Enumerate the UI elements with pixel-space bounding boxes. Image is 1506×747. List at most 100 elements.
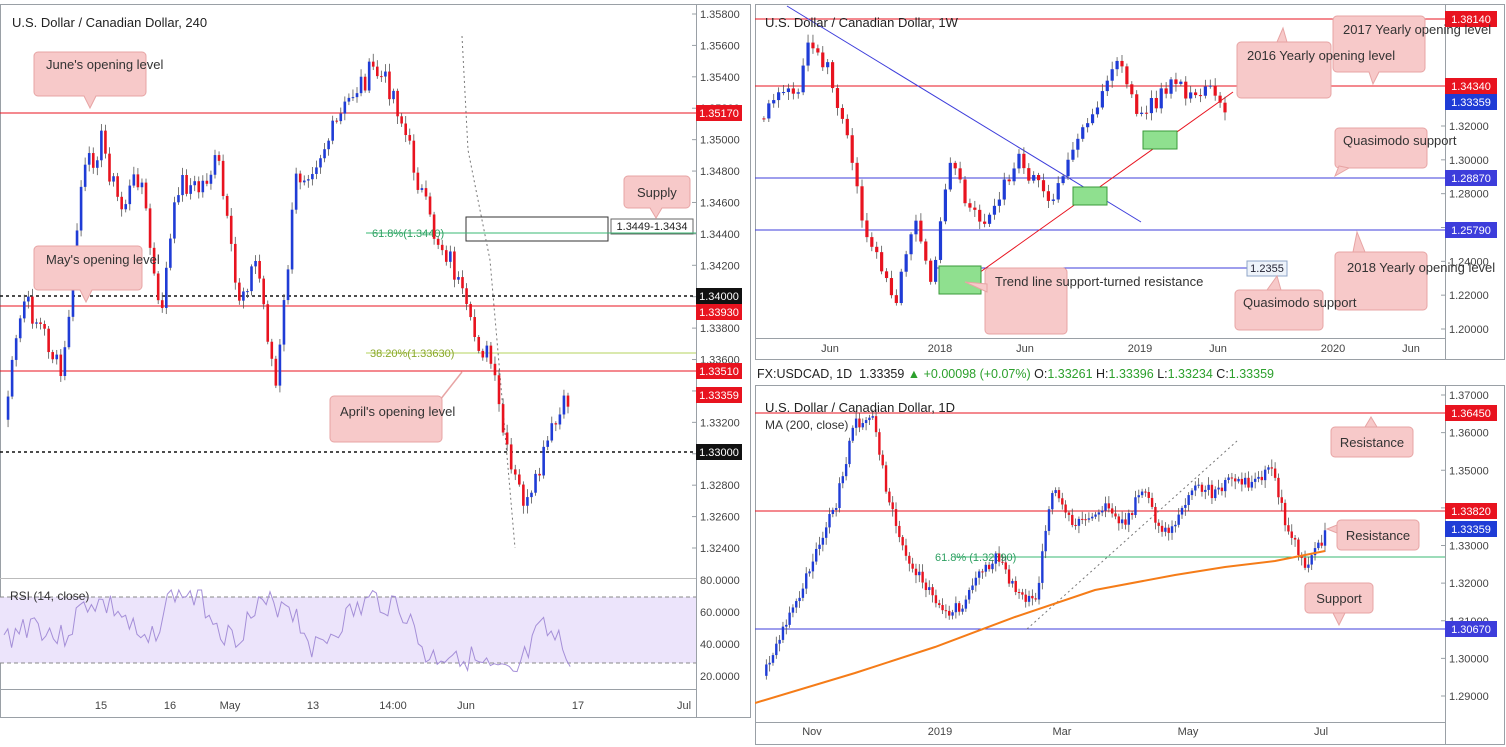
tag-1-38140: 1.38140 <box>1451 14 1491 26</box>
daily-candle-body <box>1064 504 1067 513</box>
h4-candle-body <box>59 354 63 377</box>
h4-candle-body <box>347 97 351 102</box>
h4-candle-body <box>120 196 123 210</box>
h4-candle-body <box>290 209 294 270</box>
h4-candle-body <box>181 175 184 196</box>
h4-price-tick-label: 1.35000 <box>700 135 740 147</box>
h4-time-tick-label: Jun <box>457 700 475 712</box>
daily-candle-body <box>1207 484 1210 490</box>
weekly-candle-body <box>1203 86 1207 96</box>
daily-candle-body <box>1287 525 1290 532</box>
daily-candle-body <box>1257 476 1260 479</box>
svg-text:April's opening level: April's opening level <box>340 404 455 419</box>
tag-1-28870: 1.28870 <box>1451 173 1491 185</box>
daily-candle-body <box>1270 467 1273 469</box>
h4-candle-body <box>562 395 566 415</box>
quasimodo-lower-tag <box>1246 260 1288 277</box>
daily-candle-body <box>1054 490 1057 494</box>
weekly-candle-body <box>929 260 933 282</box>
weekly-candle-body <box>772 100 776 104</box>
h4-time-tick-label: 15 <box>95 700 107 712</box>
h4-candle-body <box>522 484 525 506</box>
h4-price-tick-label: 1.34800 <box>700 166 740 178</box>
daily-candle-body <box>1091 516 1094 519</box>
daily-candle-body <box>801 588 805 598</box>
daily-candle-body <box>1197 484 1200 486</box>
weekly-candle-body <box>963 179 967 204</box>
daily-candle-body <box>974 577 978 586</box>
daily-candle-body <box>1074 524 1077 526</box>
daily-candle-body <box>1021 592 1024 595</box>
weekly-candle-body <box>933 259 938 282</box>
callout-trend-line: Trend line support-turned resistance <box>964 267 1203 335</box>
daily-candle-body <box>958 603 961 612</box>
h4-candle-body <box>213 155 217 175</box>
weekly-candle-body <box>1105 80 1109 92</box>
h4-candle-body <box>242 291 245 301</box>
daily-candle-body <box>775 643 778 656</box>
rsi-axis: 80.0000 60.0000 40.0000 20.0000 <box>700 575 740 683</box>
h4-candle-body <box>566 395 570 407</box>
weekly-candle-body <box>1174 79 1178 84</box>
daily-candle-body <box>1187 495 1190 505</box>
weekly-candle-body <box>1213 85 1217 96</box>
h4-candle-body <box>18 318 22 339</box>
weekly-candle-body <box>997 199 1001 206</box>
daily-candle-body <box>1250 481 1254 488</box>
daily-candle-body <box>785 624 788 627</box>
daily-candle-body <box>1061 498 1064 505</box>
h4-candle-body <box>67 316 71 348</box>
h4-candle-body <box>217 155 221 161</box>
weekly-candle-body <box>767 103 771 119</box>
h4-candle-body <box>177 195 180 203</box>
h4-candle-body <box>371 61 375 67</box>
weekly-candle-body <box>1012 168 1016 182</box>
daily-candles <box>765 409 1327 680</box>
weekly-candle-body <box>1184 81 1188 99</box>
h4-candle-body <box>233 243 237 283</box>
weekly-candle-body <box>958 168 962 180</box>
quote-open: 1.33261 <box>1047 367 1093 381</box>
daily-candle-body <box>1214 489 1217 499</box>
h4-candle-body <box>343 101 347 114</box>
daily-candle-body <box>894 509 898 526</box>
may-opening-callout-text: May's opening level <box>46 252 160 267</box>
weekly-candle-body <box>801 65 805 93</box>
weekly-candle-body <box>1051 199 1055 201</box>
green-zone-2 <box>1072 186 1108 206</box>
weekly-time-tick-label: 2018 <box>928 343 952 355</box>
quote-o-label: O: <box>1034 367 1048 381</box>
h4-candle-body <box>469 304 472 318</box>
callout-quasimodo-lower: Quasimodo support <box>1234 274 1357 331</box>
daily-candle-body <box>1037 582 1041 600</box>
h4-candle-body <box>375 66 379 77</box>
h4-candle-body <box>367 61 371 91</box>
h4-candle-body <box>160 300 164 308</box>
daily-candle-body <box>821 537 825 545</box>
daily-candle-body <box>874 416 878 433</box>
h4-candle-body <box>169 238 172 268</box>
h4-candle-body <box>355 93 359 98</box>
daily-candle-body <box>1117 516 1121 524</box>
h4-candle-body <box>148 208 152 248</box>
daily-candle-body <box>1237 478 1240 482</box>
h4-candle-body <box>165 267 168 308</box>
daily-candle-body <box>1230 477 1234 479</box>
daily-candle-body <box>1107 503 1111 509</box>
h4-candle-body <box>189 185 192 194</box>
daily-candle-body <box>1134 497 1137 516</box>
weekly-candle-body <box>826 62 830 68</box>
h4-price-tick-label: 1.34400 <box>700 229 740 241</box>
daily-candle-body <box>1277 477 1280 498</box>
tag-last-price: 1.33359 <box>699 390 739 402</box>
daily-candle-body <box>971 585 974 591</box>
june-opening-callout: June's opening level <box>33 51 164 110</box>
daily-candle-body <box>851 427 854 441</box>
quote-low: 1.33234 <box>1167 367 1213 381</box>
h4-candle-body <box>408 135 412 141</box>
daily-candle-body <box>838 483 841 509</box>
h4-candle-body <box>132 174 136 186</box>
h4-candle-body <box>22 301 26 319</box>
weekly-candle-body <box>1095 107 1100 115</box>
h4-candle-body <box>436 238 440 245</box>
